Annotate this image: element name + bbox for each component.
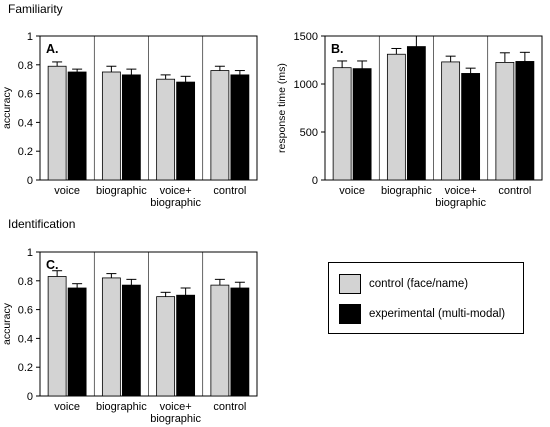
y-tick-label: 0.4 [18,333,33,345]
x-tick-label-line: biographic [96,401,147,413]
x-tick-label: control [498,185,531,197]
x-tick-label: voice+ biographic [150,185,201,209]
bar-experimental [230,74,250,181]
bar-experimental [406,46,426,181]
bar-control [386,53,406,181]
x-tick-label: voice [54,185,80,197]
x-tick-label: voice+ biographic [150,401,201,425]
identification-title: Identification [8,217,76,231]
x-tick-label-line: voice [54,401,80,413]
legend-label-control: control (face/name) [369,278,469,290]
x-tick-label-line: biographic [150,413,201,425]
x-tick-label-line: control [498,185,531,197]
x-tick-label-line: control [213,401,246,413]
panel-label-b: B. [331,42,344,56]
y-tick-label: 1500 [294,31,318,43]
x-tick-label-line: biographic [381,185,432,197]
bar-control [210,284,230,397]
bar-control [495,62,515,181]
y-tick-label: 1 [27,247,33,259]
y-tick-label: 0.6 [18,305,33,317]
y-axis-label-b: response time (ms) [276,63,288,153]
bar-experimental [67,71,87,181]
legend-label-experimental: experimental (multi-modal) [369,308,506,320]
familiarity-title: Familiarity [8,2,63,16]
y-tick-label: 0.6 [18,89,33,101]
y-tick-label: 0.2 [18,146,33,158]
x-tick-label: biographic [96,185,147,197]
x-tick-label: control [213,401,246,413]
bar-experimental [121,74,141,181]
x-tick-label: biographic [96,401,147,413]
x-tick-label-line: biographic [150,197,201,209]
bar-control [332,67,352,181]
x-tick-label: voice [54,401,80,413]
bar-experimental [121,284,141,397]
legend-item-experimental: experimental (multi-modal) [339,304,505,324]
x-tick-label-line: biographic [96,185,147,197]
y-tick-label: 0.2 [18,362,33,374]
x-tick-label: voice+ biographic [435,185,486,209]
x-tick-label: control [213,185,246,197]
bar-control [101,277,121,397]
bar-control [156,78,176,181]
bar-control [156,296,176,397]
bar-experimental [230,287,250,397]
x-tick-label-line: control [213,185,246,197]
bar-control [210,70,230,181]
x-tick-label-line: voice+ [445,185,477,197]
bar-control [47,276,67,397]
panel-label-a: A. [46,42,59,56]
chart-panel-b: 0 500 1000 1500 response time (ms) B. voice bio… [276,31,543,209]
x-tick-label-line: voice+ [160,401,192,413]
legend-item-control: control (face/name) [339,274,468,294]
y-tick-label: 1 [27,31,33,43]
y-axis-label-c: accuracy [1,302,13,345]
bar-control [441,61,461,181]
y-tick-label: 0 [312,175,318,187]
x-tick-label: voice [339,185,365,197]
x-tick-label-line: voice [339,185,365,197]
bar-experimental [461,73,481,181]
bar-control [101,71,121,181]
y-tick-label: 0 [27,391,33,403]
y-tick-label: 1000 [294,79,318,91]
bar-control [47,65,67,181]
legend-swatch-experimental [339,304,361,324]
bar-experimental [67,287,87,397]
bar-experimental [515,61,535,181]
y-tick-label: 500 [300,127,318,139]
y-tick-label: 0 [27,175,33,187]
y-tick-label: 0.8 [18,276,33,288]
panel-label-c: C. [46,258,59,272]
y-tick-label: 0.8 [18,60,33,72]
x-tick-label-line: voice+ [160,185,192,197]
y-axis-label-a: accuracy [1,86,13,129]
bar-experimental [176,294,196,397]
y-tick-label: 0.4 [18,117,33,129]
x-tick-label: biographic [381,185,432,197]
chart-legend: control (face/name) experimental (multi-… [328,262,524,334]
x-tick-label-line: voice [54,185,80,197]
x-tick-label-line: biographic [435,197,486,209]
bar-experimental [176,81,196,181]
bar-experimental [352,68,372,181]
legend-swatch-control [339,274,361,294]
